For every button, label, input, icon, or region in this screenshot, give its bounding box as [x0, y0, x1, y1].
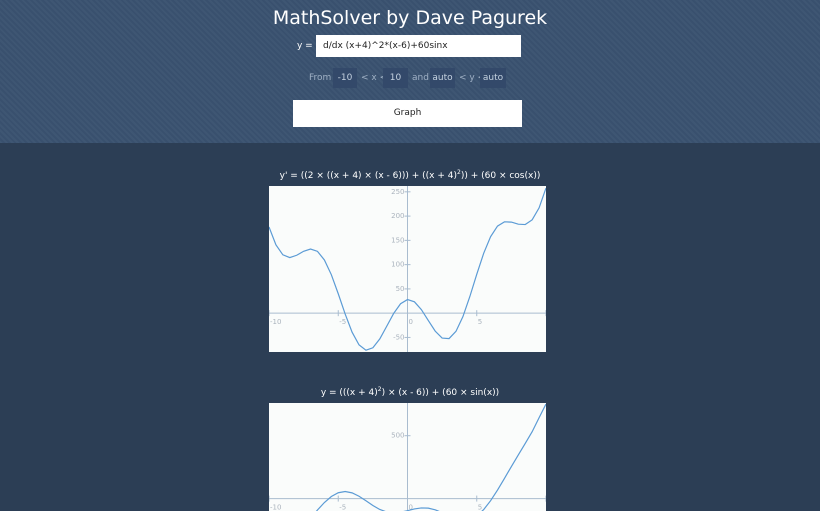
y-tick-label: 500 — [391, 432, 404, 440]
y-tick-label: -50 — [393, 333, 404, 341]
curve — [269, 187, 546, 351]
y-tick-label: 150 — [391, 236, 404, 244]
title-part: )) + (60 × cos(x)) — [460, 171, 541, 181]
x-tick-label: 5 — [478, 318, 482, 326]
title-exponent: 2 — [377, 386, 382, 393]
and-label: and — [412, 73, 429, 83]
y-tick-label: 200 — [391, 212, 404, 220]
title-part: y = (((x + 4) — [320, 388, 378, 398]
x-tick-label: 0 — [409, 318, 413, 326]
title-part: ) × (x - 6)) + (60 × sin(x)) — [381, 388, 500, 398]
chart-title: y = (((x + 4)2) × (x - 6)) + (60 × sin(x… — [0, 386, 820, 398]
x-label: < x < — [361, 73, 388, 83]
title-part: y' = ((2 × ((x + 4) × (x - 6))) + ((x + … — [279, 171, 458, 181]
x-min-input[interactable]: -10 — [333, 68, 357, 88]
x-tick-label: -10 — [270, 318, 281, 326]
y-max-input[interactable]: auto — [480, 68, 506, 88]
y-tick-label: 250 — [391, 188, 404, 196]
header: MathSolver by Dave Pagurek y = d/dx (x+4… — [0, 0, 820, 143]
x-max-input[interactable]: 10 — [383, 68, 408, 88]
graph-button[interactable]: Graph — [293, 100, 522, 127]
input-label: y = — [297, 41, 313, 51]
x-tick-label: 0 — [409, 504, 413, 511]
y-label: < y < — [459, 73, 486, 83]
app-title: MathSolver by Dave Pagurek — [272, 7, 548, 29]
x-tick-label: -10 — [270, 504, 281, 511]
x-tick-label: -5 — [339, 318, 346, 326]
y-tick-label: 100 — [391, 261, 404, 269]
y-min-input[interactable]: auto — [430, 68, 455, 88]
y-tick-label: 50 — [396, 285, 405, 293]
x-tick-label: 5 — [478, 504, 482, 511]
chart: -10-50510-500500 — [269, 403, 546, 511]
expression-input[interactable]: d/dx (x+4)^2*(x-6)+60sinx — [316, 35, 521, 57]
from-label: From — [309, 73, 332, 83]
x-tick-label: -5 — [339, 504, 346, 511]
title-exponent: 2 — [457, 169, 461, 176]
chart-title: y' = ((2 × ((x + 4) × (x - 6))) + ((x + … — [0, 169, 820, 181]
